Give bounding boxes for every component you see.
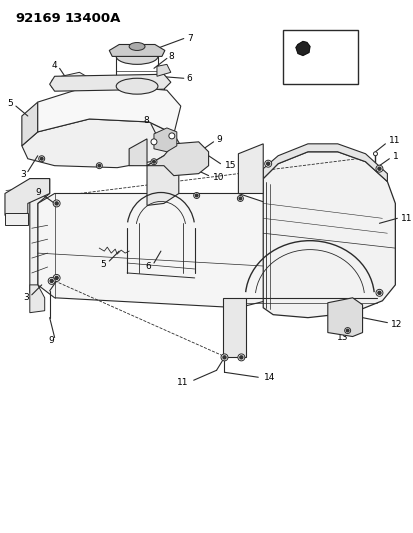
Text: 8: 8 (143, 117, 149, 125)
Polygon shape (327, 298, 362, 336)
Text: 10: 10 (212, 173, 223, 182)
Ellipse shape (129, 43, 145, 51)
Circle shape (55, 202, 58, 205)
Circle shape (377, 167, 380, 170)
Polygon shape (22, 119, 180, 168)
Polygon shape (295, 42, 309, 55)
Circle shape (237, 354, 244, 361)
Circle shape (40, 157, 43, 160)
Text: 4: 4 (52, 61, 57, 70)
Text: 13400A: 13400A (64, 12, 121, 25)
Text: 3: 3 (23, 293, 29, 302)
Polygon shape (263, 144, 387, 182)
Polygon shape (22, 102, 38, 146)
Text: 2: 2 (344, 66, 349, 75)
Text: 15: 15 (224, 161, 235, 170)
Polygon shape (157, 64, 171, 76)
Circle shape (169, 133, 174, 139)
Polygon shape (50, 74, 171, 91)
Text: 3: 3 (20, 170, 26, 179)
Text: 13: 13 (336, 333, 348, 342)
Text: 11: 11 (400, 214, 412, 223)
Text: 6: 6 (186, 74, 192, 83)
Circle shape (346, 329, 348, 332)
Polygon shape (30, 285, 45, 313)
Circle shape (221, 354, 228, 361)
Text: 1: 1 (392, 152, 398, 161)
Polygon shape (223, 298, 246, 358)
Circle shape (375, 165, 382, 172)
Polygon shape (263, 152, 394, 318)
Circle shape (53, 200, 60, 207)
Circle shape (375, 289, 382, 296)
Circle shape (237, 196, 243, 201)
Ellipse shape (116, 78, 157, 94)
Text: 9: 9 (35, 188, 40, 197)
Polygon shape (30, 179, 50, 293)
Polygon shape (154, 128, 176, 152)
Polygon shape (129, 139, 208, 175)
Text: 92169: 92169 (15, 12, 60, 25)
Polygon shape (38, 193, 297, 308)
Circle shape (344, 328, 350, 334)
Polygon shape (55, 72, 91, 86)
Circle shape (151, 159, 157, 165)
Text: 12: 12 (390, 320, 402, 329)
Circle shape (152, 160, 155, 163)
Circle shape (55, 276, 58, 279)
Circle shape (98, 164, 100, 167)
Circle shape (48, 278, 55, 285)
Text: 6: 6 (145, 262, 151, 271)
Polygon shape (147, 156, 178, 205)
Circle shape (238, 197, 241, 200)
Circle shape (222, 356, 225, 359)
Circle shape (264, 160, 271, 167)
Polygon shape (5, 179, 50, 215)
Text: 9: 9 (49, 336, 55, 345)
Circle shape (50, 279, 53, 282)
Circle shape (377, 291, 380, 294)
Ellipse shape (116, 49, 157, 64)
Text: 8: 8 (169, 52, 174, 61)
Circle shape (195, 194, 197, 197)
Text: 11: 11 (389, 136, 400, 146)
Text: 7: 7 (186, 34, 192, 43)
Text: 9: 9 (216, 135, 222, 144)
Circle shape (39, 156, 45, 161)
Polygon shape (38, 84, 180, 134)
Text: 5: 5 (7, 99, 13, 108)
Text: 5: 5 (100, 260, 106, 269)
Polygon shape (5, 213, 28, 225)
Circle shape (151, 139, 157, 145)
Circle shape (266, 162, 269, 165)
Text: 14: 14 (263, 373, 275, 382)
Bar (282, 30, 357, 84)
Polygon shape (238, 144, 263, 193)
Circle shape (239, 356, 242, 359)
Circle shape (96, 163, 102, 168)
Circle shape (193, 192, 199, 198)
Circle shape (373, 152, 377, 156)
Polygon shape (109, 44, 164, 56)
Text: 11: 11 (177, 378, 188, 387)
Circle shape (53, 274, 60, 281)
